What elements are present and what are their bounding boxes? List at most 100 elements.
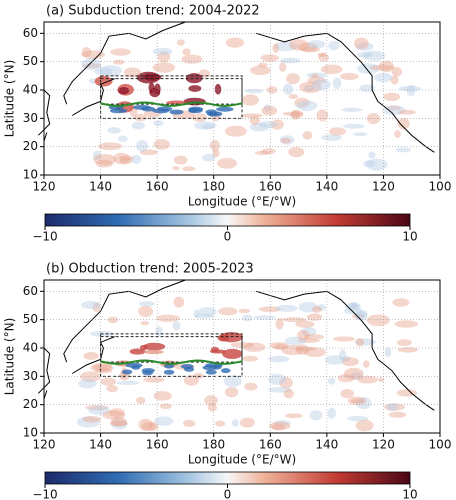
anomaly-blob	[81, 50, 105, 59]
anomaly-blob	[368, 151, 376, 159]
anomaly-blob	[294, 97, 310, 108]
anomaly-blob	[118, 155, 134, 161]
anomaly-blob	[78, 378, 97, 389]
anomaly-blob	[395, 147, 411, 153]
anomaly-blob	[343, 307, 364, 315]
anomaly-blob	[110, 48, 131, 56]
anomaly-blob	[268, 421, 291, 431]
axes-frame	[43, 21, 441, 176]
coastline	[63, 21, 186, 105]
x-tick-label: 160	[259, 180, 282, 194]
anomaly-blob	[273, 344, 288, 350]
anomaly-blob	[172, 165, 180, 171]
anomaly-blob	[397, 118, 410, 130]
x-tick-label: 160	[146, 438, 169, 452]
anomaly-blob	[182, 48, 191, 56]
coastline	[37, 89, 51, 136]
anomaly-blob	[153, 139, 171, 150]
anomaly-blob	[138, 301, 155, 307]
anomaly-blob	[307, 39, 326, 49]
anomaly-blob	[121, 369, 133, 375]
anomaly-blob	[254, 150, 271, 155]
anomaly-blob	[83, 351, 99, 360]
anomaly-blob	[354, 338, 376, 346]
anomaly-blob	[94, 368, 113, 374]
anomaly-blob	[139, 344, 148, 351]
anomaly-blob	[363, 160, 376, 168]
y-tick-label: 60	[23, 26, 38, 40]
anomaly-blob	[311, 73, 319, 78]
anomaly-blob	[355, 310, 368, 318]
coastline	[63, 279, 186, 363]
anomaly-blob	[98, 142, 122, 151]
axes-frame	[43, 279, 441, 434]
anomaly-blob	[269, 342, 289, 349]
anomaly-blob	[148, 82, 155, 94]
x-axis-label: Longitude (°E/°W)	[188, 195, 296, 209]
anomaly-blob	[328, 40, 340, 51]
anomaly-blob	[347, 396, 367, 406]
anomaly-blob	[242, 342, 266, 352]
anomaly-blob	[340, 388, 355, 399]
anomaly-blob	[353, 37, 369, 50]
x-tick-label: 120	[33, 438, 56, 452]
anomaly-blob	[297, 338, 321, 343]
anomaly-blob	[231, 419, 239, 427]
anomaly-blob	[136, 139, 149, 152]
x-axis-label: Longitude (°E/°W)	[188, 453, 296, 467]
anomaly-blob	[327, 407, 337, 419]
anomaly-blob	[297, 330, 310, 341]
anomaly-blob	[193, 121, 217, 130]
anomaly-blob	[225, 37, 244, 48]
anomaly-blob	[163, 363, 175, 369]
anomaly-blob	[194, 313, 215, 319]
anomaly-blob	[214, 83, 222, 95]
anomaly-blob	[113, 59, 125, 65]
anomaly-blob	[172, 320, 181, 331]
anomaly-blob	[217, 157, 238, 169]
colorbar-tick-label: 0	[224, 230, 232, 244]
anomaly-blob	[261, 105, 278, 116]
anomaly-blob	[76, 416, 101, 428]
anomaly-blob	[288, 94, 299, 99]
anomaly-blob	[157, 51, 171, 63]
anomaly-blob	[156, 314, 180, 322]
anomaly-blob	[80, 300, 101, 310]
anomaly-blob	[222, 348, 243, 359]
anomaly-blob	[99, 65, 123, 77]
anomaly-blob	[387, 105, 402, 111]
y-tick-label: 60	[23, 284, 38, 298]
colorbar-tick-label: −10	[32, 488, 57, 500]
anomaly-blob	[118, 87, 130, 95]
anomaly-blob	[279, 62, 287, 72]
anomaly-blob	[306, 72, 327, 79]
anomaly-blob	[81, 47, 92, 57]
anomaly-blob	[317, 52, 327, 58]
anomaly-blob	[295, 344, 310, 355]
anomaly-blob	[355, 42, 374, 51]
anomaly-blob	[159, 403, 172, 410]
anomaly-blob	[280, 57, 301, 64]
anomaly-blob	[152, 47, 173, 56]
anomaly-blob	[119, 157, 133, 165]
anomaly-blob	[343, 367, 364, 380]
anomaly-blob	[283, 389, 295, 399]
anomaly-blob	[382, 105, 406, 115]
anomaly-blob	[362, 360, 370, 368]
colorbar-tick-label: 0	[224, 488, 232, 500]
anomaly-blob	[209, 139, 221, 152]
anomaly-blob	[268, 355, 290, 363]
anomaly-blob	[253, 315, 276, 320]
anomaly-blob	[272, 43, 279, 54]
anomaly-blob	[318, 53, 330, 62]
anomaly-blob	[81, 58, 102, 70]
anomaly-blob	[223, 375, 242, 387]
anomaly-blob	[328, 127, 346, 136]
anomaly-blob	[303, 334, 325, 340]
anomaly-blob	[95, 159, 113, 168]
anomaly-blob	[271, 423, 286, 431]
anomaly-blob	[341, 107, 363, 112]
anomaly-blob	[282, 83, 294, 95]
anomaly-blob	[107, 316, 119, 324]
y-tick-label: 20	[23, 139, 38, 153]
